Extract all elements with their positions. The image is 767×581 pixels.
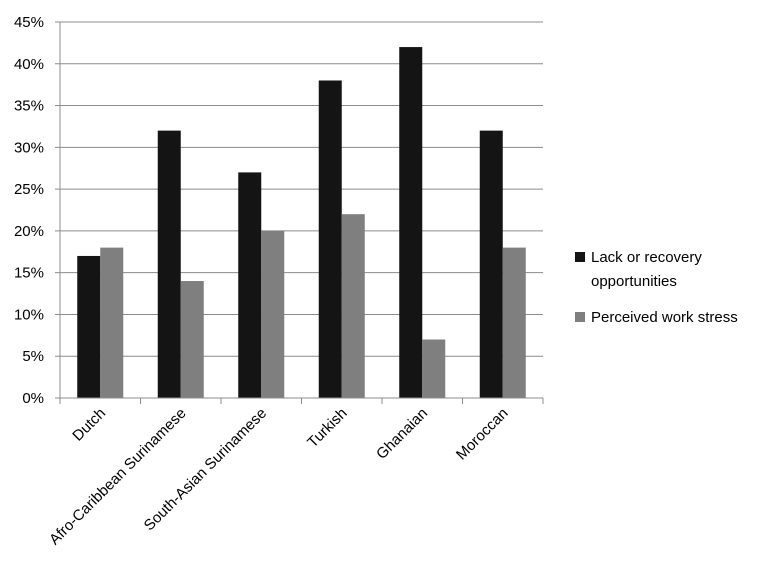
- legend-label: Perceived work stress: [591, 309, 738, 326]
- bar-work-stress: [341, 214, 365, 398]
- legend-label: Lack or recovery opportunities: [591, 249, 702, 290]
- x-tick-label: Afro-Caribbean Surinamese: [46, 405, 189, 548]
- bar-lack-recovery: [77, 255, 101, 398]
- x-tick-label: Ghanaian: [373, 405, 431, 463]
- y-tick-label: 35%: [14, 98, 44, 115]
- legend: Lack or recovery opportunities Perceived w…: [575, 249, 738, 326]
- bar-lack-recovery: [157, 130, 181, 398]
- y-tick-label: 15%: [14, 265, 44, 282]
- bar-lack-recovery: [238, 172, 262, 398]
- x-tick-label: Moroccan: [453, 405, 512, 464]
- bar-work-stress: [422, 339, 446, 398]
- grid-lines: [60, 21, 543, 357]
- y-tick-label: 0%: [22, 390, 44, 407]
- axes: [55, 21, 544, 404]
- y-tick-label: 10%: [14, 306, 44, 323]
- x-tick-label: Turkish: [304, 405, 350, 451]
- bar-work-stress: [261, 230, 285, 398]
- y-tick-label: 25%: [14, 181, 44, 198]
- y-tick-label: 5%: [22, 348, 44, 365]
- y-tick-label: 45%: [14, 14, 44, 31]
- bars: [77, 47, 526, 399]
- bar-work-stress: [180, 281, 204, 398]
- bar-lack-recovery: [479, 130, 503, 398]
- legend-swatch: [575, 252, 585, 262]
- bar-lack-recovery: [399, 47, 423, 399]
- y-tick-label: 20%: [14, 223, 44, 240]
- bar-work-stress: [502, 247, 526, 398]
- y-tick-labels: 0% 5% 10% 15% 20% 25% 30% 35% 40% 45%: [14, 14, 44, 407]
- y-tick-label: 30%: [14, 139, 44, 156]
- x-tick-label: Dutch: [69, 405, 109, 445]
- legend-swatch: [575, 312, 585, 322]
- bar-work-stress: [100, 247, 124, 398]
- bar-lack-recovery: [318, 80, 342, 398]
- y-tick-label: 40%: [14, 56, 44, 73]
